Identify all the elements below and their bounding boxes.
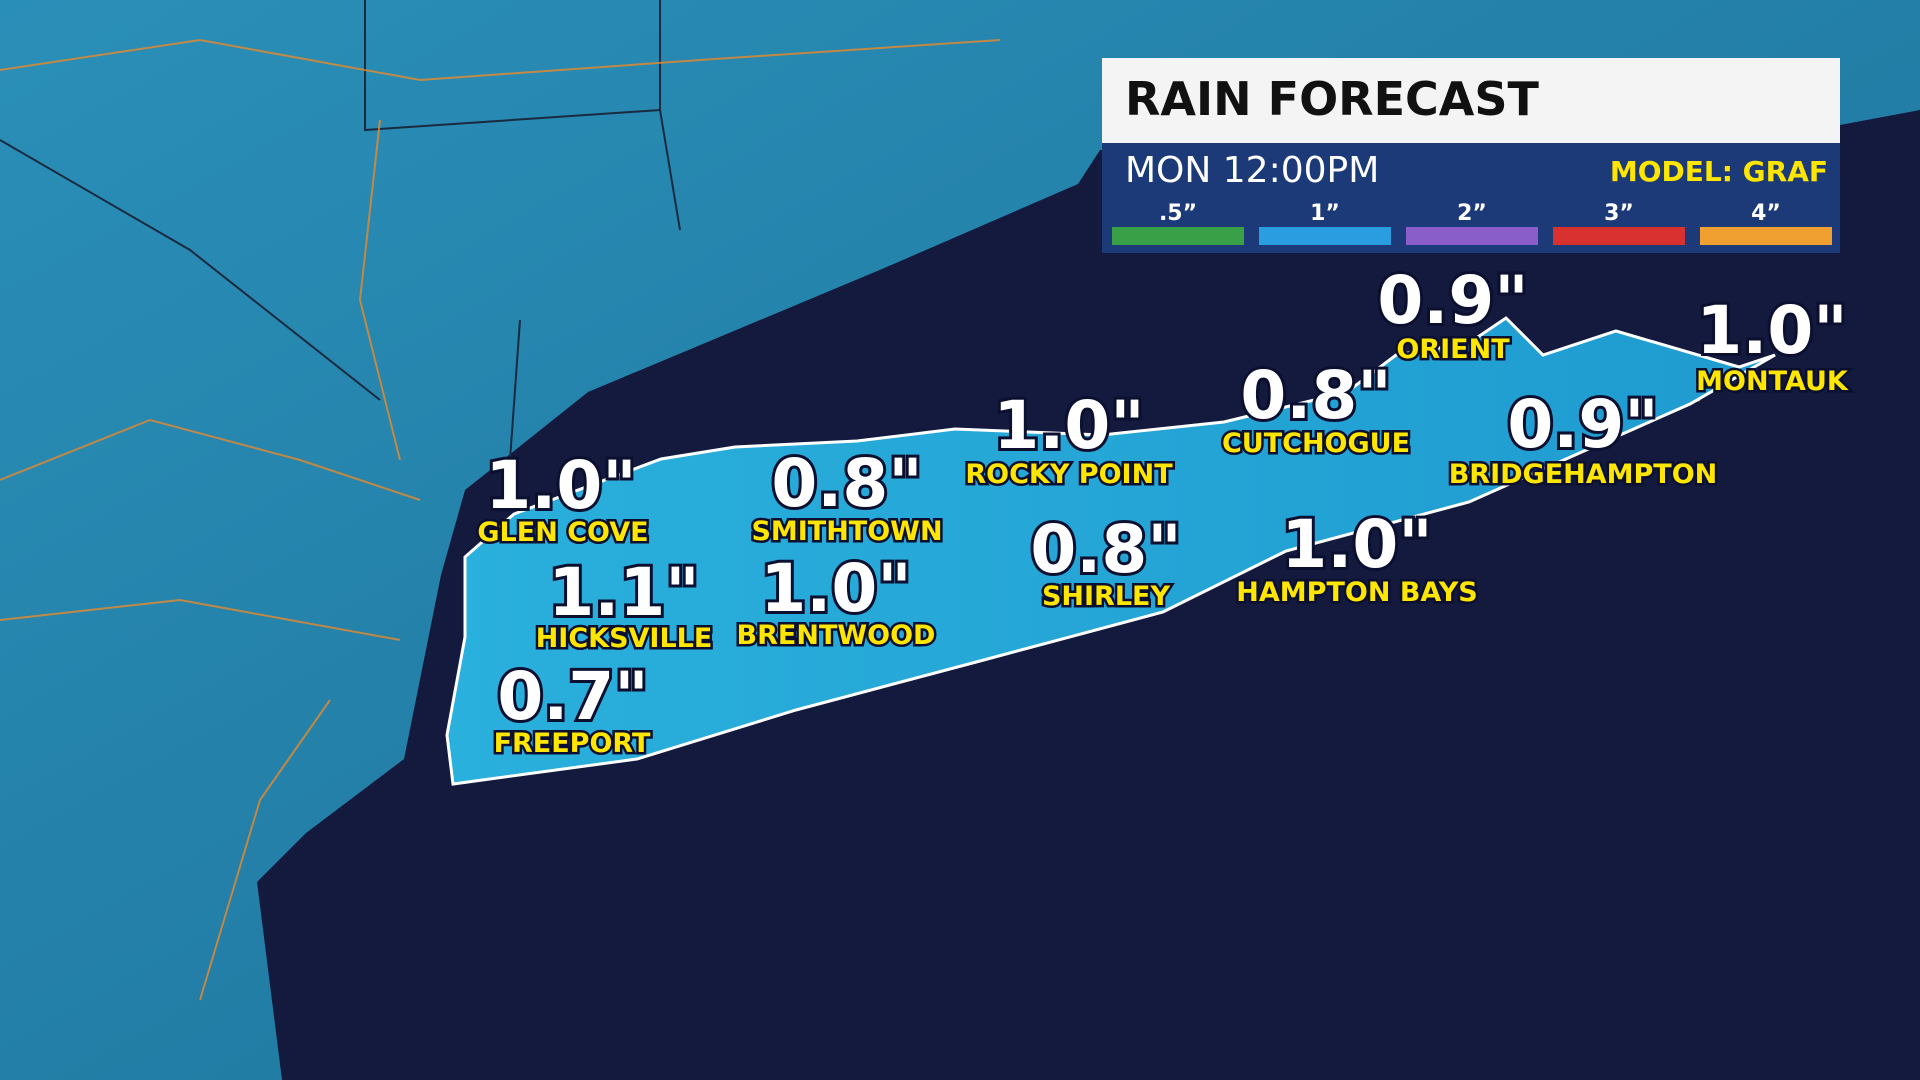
legend-swatch: [1259, 227, 1391, 245]
model: MODEL: GRAF: [1610, 155, 1828, 188]
location-name: GLEN COVE: [477, 517, 648, 548]
location-name: ORIENT: [1396, 334, 1510, 365]
title-bar: [1102, 58, 1840, 143]
time: MON 12:00PM: [1125, 150, 1379, 191]
location-name: FREEPORT: [494, 728, 651, 759]
rain-amount: 0.9": [1507, 386, 1658, 463]
location-name: ROCKY POINT: [965, 459, 1173, 490]
rain-amount: 1.1": [548, 554, 699, 631]
rain-amount: 1.0": [1696, 292, 1847, 369]
rain-amount: 0.7": [497, 658, 648, 735]
location-name: BRENTWOOD: [737, 620, 936, 651]
location-name: SMITHTOWN: [751, 516, 942, 547]
legend-swatch: [1553, 227, 1685, 245]
legend-swatch: [1406, 227, 1538, 245]
location-name: MONTAUK: [1696, 366, 1849, 397]
rain-amount: 1.0": [1281, 506, 1432, 583]
legend-label: 3”: [1604, 201, 1634, 226]
long-island: [445, 316, 1776, 786]
rain-amount: 0.8": [771, 445, 922, 522]
legend-swatch: [1112, 227, 1244, 245]
legend-label: .5”: [1159, 201, 1197, 226]
rain-amount: 0.9": [1377, 262, 1528, 339]
legend-label: 1”: [1310, 201, 1340, 226]
legend-label: 2”: [1457, 201, 1487, 226]
legend: .5” 1” 2” 3” 4”: [1112, 201, 1832, 245]
location-name: HICKSVILLE: [536, 623, 713, 654]
title: RAIN FORECAST: [1125, 72, 1540, 126]
legend-label: 4”: [1751, 201, 1781, 226]
rain-amount: 1.0": [485, 447, 636, 524]
borders: [0, 0, 681, 461]
location-name: HAMPTON BAYS: [1236, 577, 1477, 608]
location-name: SHIRLEY: [1042, 581, 1171, 612]
location-name: BRIDGEHAMPTON: [1449, 459, 1718, 490]
legend-swatch: [1700, 227, 1832, 245]
location-name: CUTCHOGUE: [1222, 428, 1410, 459]
rain-amount: 0.8": [1240, 357, 1391, 434]
labels: 1.0"GLEN COVE1.1"HICKSVILLE0.7"FREEPORT0…: [475, 259, 1852, 762]
rain-amount: 1.0": [760, 550, 911, 627]
rain-amount: 0.8": [1030, 511, 1181, 588]
rain-amount: 1.0": [993, 387, 1144, 464]
forecast-panel: RAIN FORECAST MON 12:00PM MODEL: GRAF .5…: [1102, 58, 1840, 253]
